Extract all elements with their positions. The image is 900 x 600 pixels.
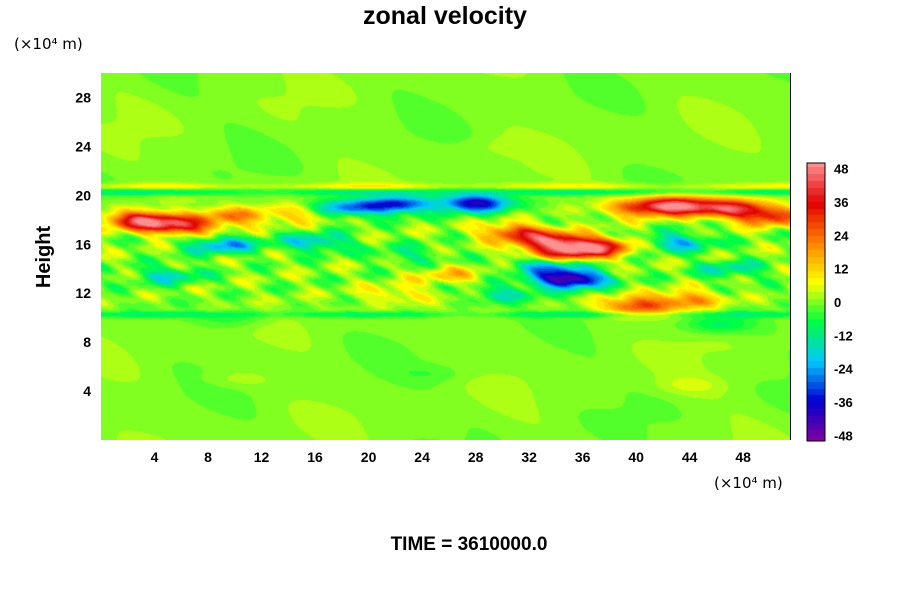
colorbar-tick-label: 12: [834, 262, 848, 277]
x-tick-label: 40: [628, 449, 644, 465]
y-tick-label: 12: [75, 285, 91, 301]
time-label: TIME = 3610000.0: [391, 534, 548, 555]
x-tick-label: 24: [414, 449, 430, 465]
x-tick-label: 48: [735, 449, 751, 465]
colorbar-tick-label: -36: [834, 395, 853, 410]
colorbar-frame: [806, 162, 826, 442]
x-tick-label: 20: [361, 449, 377, 465]
y-tick-label: 20: [75, 187, 91, 203]
colorbar-gradient: [807, 163, 825, 441]
chart-title: zonal velocity: [363, 2, 527, 30]
y-axis-unit: (×10⁴ m): [14, 35, 83, 53]
x-axis-unit: (×10⁴ m): [714, 474, 783, 492]
x-axis-ticks: 4 8 12 16 20 24 28 32 36 40 44 48: [151, 449, 752, 465]
x-tick-label: 8: [204, 449, 212, 465]
y-tick-label: 24: [75, 138, 91, 154]
x-tick-label: 44: [682, 449, 698, 465]
colorbar-tick-label: 36: [834, 195, 848, 210]
y-axis-label: Height: [33, 226, 55, 289]
x-tick-label: 36: [575, 449, 591, 465]
colorbar-tick-label: -48: [834, 428, 853, 443]
y-tick-label: 4: [83, 383, 91, 399]
colorbar-tick-label: 48: [834, 162, 848, 177]
x-tick-label: 28: [468, 449, 484, 465]
colorbar-tick-label: -12: [834, 328, 853, 343]
colorbar-tick-label: 24: [834, 228, 849, 243]
y-axis-ticks: 4 8 12 16 20 24 28: [75, 89, 91, 399]
plot-area: [101, 73, 790, 440]
heatmap-field: [101, 73, 790, 440]
y-tick-label: 8: [83, 334, 91, 350]
x-tick-label: 4: [151, 449, 159, 465]
colorbar-tick-label: 0: [834, 295, 841, 310]
colorbar: 48 36 24 12 0 -12 -24 -36 -48: [806, 162, 854, 444]
x-tick-label: 32: [521, 449, 537, 465]
y-tick-label: 28: [75, 89, 91, 105]
x-tick-label: 12: [254, 449, 270, 465]
y-tick-label: 16: [75, 236, 91, 252]
colorbar-ticks: 48 36 24 12 0 -12 -24 -36 -48: [834, 162, 854, 444]
colorbar-tick-label: -24: [834, 362, 854, 377]
x-tick-label: 16: [307, 449, 323, 465]
